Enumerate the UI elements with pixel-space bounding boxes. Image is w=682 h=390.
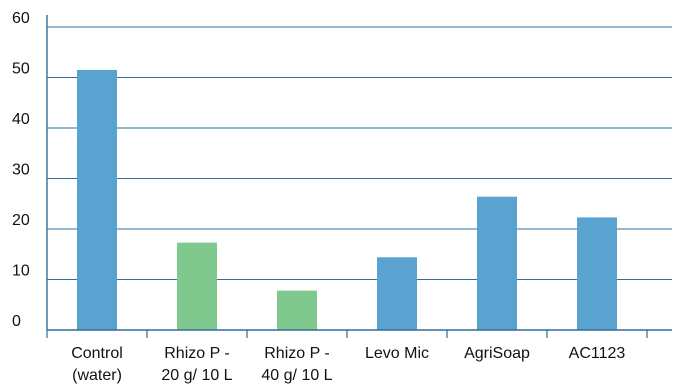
bar-2 [277,290,317,330]
axes [46,15,672,338]
y-tick-label-20: 20 [12,212,30,229]
y-tick-label-30: 30 [12,162,30,179]
labels: 0 10 20 30 40 50 60 Control (water) Rhizo P - 20 g… [12,10,625,384]
x-category-label-3-0: Levo Mic [365,345,429,362]
y-tick-label-0: 0 [12,313,21,330]
y-tick-label-50: 50 [12,61,30,78]
x-category-label-1-1: 20 g/ 10 L [161,367,232,384]
x-category-label-0-0: Control [71,345,123,362]
x-category-label-1-0: Rhizo P - [164,345,230,362]
gridlines [47,26,672,331]
x-category-label-5-0: AC1123 [569,345,626,362]
x-category-label-2-0: Rhizo P - [264,345,330,362]
y-tick-label-40: 40 [12,111,30,128]
y-tick-label-10: 10 [12,263,30,280]
bar-0 [77,69,117,331]
x-category-label-2-1: 40 g/ 10 L [261,367,332,384]
bar-5 [577,217,617,330]
bar-3 [377,257,417,330]
bar-1 [177,242,217,330]
x-category-label-4-0: AgriSoap [464,345,530,362]
bar-4 [477,196,517,330]
bars [77,69,617,331]
y-tick-label-60: 60 [12,10,30,27]
x-category-label-0-1: (water) [72,367,122,384]
